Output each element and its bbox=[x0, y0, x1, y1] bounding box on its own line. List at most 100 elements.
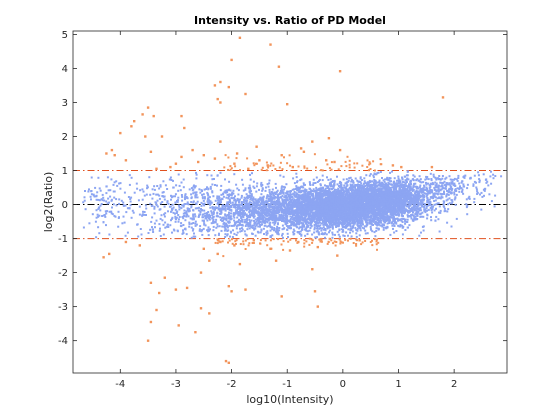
data-point-non-significant bbox=[329, 226, 332, 229]
data-point-non-significant bbox=[354, 188, 357, 191]
data-point-non-significant bbox=[274, 182, 277, 185]
data-point-non-significant bbox=[333, 189, 336, 192]
data-point-non-significant bbox=[336, 190, 339, 193]
data-point-non-significant bbox=[265, 197, 268, 200]
data-point-non-significant bbox=[417, 210, 420, 213]
data-point-non-significant bbox=[320, 200, 323, 203]
data-point-non-significant bbox=[353, 186, 356, 189]
data-point-non-significant bbox=[283, 188, 285, 191]
data-point-non-significant bbox=[347, 208, 349, 211]
data-point-non-significant bbox=[343, 235, 346, 237]
data-point-non-significant bbox=[393, 221, 396, 224]
data-point-non-significant bbox=[371, 220, 374, 223]
data-point-non-significant bbox=[422, 225, 425, 228]
data-point-non-significant bbox=[328, 201, 331, 204]
data-point-non-significant bbox=[363, 217, 365, 220]
data-point-non-significant bbox=[402, 209, 405, 212]
data-point-non-significant bbox=[356, 209, 359, 212]
data-point-non-significant bbox=[351, 183, 354, 186]
data-point-non-significant bbox=[307, 193, 310, 196]
data-point-non-significant bbox=[433, 200, 436, 202]
data-point-non-significant bbox=[380, 219, 383, 222]
data-point-non-significant bbox=[284, 213, 287, 216]
data-point-non-significant bbox=[361, 214, 363, 217]
data-point-non-significant bbox=[345, 220, 348, 223]
data-point-non-significant bbox=[348, 186, 351, 189]
data-point-non-significant bbox=[401, 217, 404, 220]
data-point-non-significant bbox=[420, 187, 423, 190]
data-point-non-significant bbox=[403, 206, 406, 209]
data-point-non-significant bbox=[325, 212, 328, 215]
data-point-non-significant bbox=[333, 211, 336, 214]
data-point-non-significant bbox=[315, 196, 318, 199]
data-point-non-significant bbox=[315, 218, 318, 221]
data-point-non-significant bbox=[324, 200, 327, 203]
data-point-non-significant bbox=[299, 230, 302, 233]
data-point-non-significant bbox=[354, 184, 357, 186]
data-point-non-significant bbox=[335, 219, 338, 222]
data-point-non-significant bbox=[423, 192, 426, 195]
data-point-non-significant bbox=[331, 188, 333, 190]
data-point-non-significant bbox=[230, 204, 232, 207]
data-point-non-significant bbox=[428, 201, 431, 204]
data-point-non-significant bbox=[380, 213, 383, 216]
data-point-non-significant bbox=[376, 213, 379, 216]
data-point-non-significant bbox=[434, 219, 437, 222]
data-point-non-significant bbox=[328, 207, 331, 210]
data-point-non-significant bbox=[272, 209, 275, 212]
data-point-non-significant bbox=[385, 227, 388, 230]
data-point-non-significant bbox=[353, 205, 356, 208]
data-point-non-significant bbox=[366, 203, 369, 206]
data-point-non-significant bbox=[356, 229, 359, 232]
data-point-non-significant bbox=[298, 226, 301, 229]
data-point-non-significant bbox=[351, 221, 354, 224]
data-point-non-significant bbox=[277, 233, 280, 236]
data-point-non-significant bbox=[419, 215, 422, 218]
data-point-non-significant bbox=[425, 192, 428, 195]
data-point-non-significant bbox=[429, 207, 432, 209]
data-point-non-significant bbox=[404, 182, 407, 185]
data-point-non-significant bbox=[374, 212, 377, 215]
data-point-non-significant bbox=[285, 220, 288, 223]
data-point-non-significant bbox=[386, 222, 389, 225]
data-point-non-significant bbox=[340, 219, 343, 221]
data-point-non-significant bbox=[303, 204, 306, 206]
data-point-non-significant bbox=[327, 194, 330, 197]
data-point-non-significant bbox=[279, 174, 282, 177]
data-point-non-significant bbox=[305, 200, 308, 203]
data-point-non-significant bbox=[349, 231, 351, 234]
data-point-non-significant bbox=[311, 219, 314, 221]
data-point-non-significant bbox=[359, 223, 362, 226]
data-point-non-significant bbox=[386, 217, 389, 220]
data-point-non-significant bbox=[325, 199, 328, 202]
data-point-non-significant bbox=[364, 229, 367, 232]
data-point-non-significant bbox=[435, 215, 438, 218]
data-point-non-significant bbox=[344, 208, 347, 211]
data-point-non-significant bbox=[331, 227, 334, 230]
data-point-non-significant bbox=[295, 185, 298, 188]
data-point-non-significant bbox=[336, 211, 339, 214]
data-point-non-significant bbox=[291, 206, 294, 209]
data-point-non-significant bbox=[393, 213, 396, 216]
data-point-non-significant bbox=[386, 185, 389, 188]
data-point-non-significant bbox=[313, 227, 316, 229]
data-point-non-significant bbox=[416, 211, 419, 214]
data-point-non-significant bbox=[249, 198, 252, 201]
data-point-non-significant bbox=[343, 195, 346, 198]
data-point-non-significant bbox=[407, 170, 409, 173]
data-point-non-significant bbox=[328, 196, 331, 199]
data-point-non-significant bbox=[293, 193, 296, 196]
data-point-non-significant bbox=[336, 175, 338, 178]
data-point-non-significant bbox=[306, 193, 309, 196]
data-point-non-significant bbox=[383, 180, 386, 183]
data-point-non-significant bbox=[352, 186, 355, 188]
data-point-non-significant bbox=[303, 207, 306, 210]
data-point-non-significant bbox=[353, 204, 356, 207]
data-point-non-significant bbox=[319, 205, 322, 208]
data-point-non-significant bbox=[367, 206, 369, 209]
data-point-non-significant bbox=[450, 225, 453, 228]
data-point-non-significant bbox=[337, 223, 340, 226]
data-point-non-significant bbox=[325, 203, 327, 206]
data-point-non-significant bbox=[430, 219, 433, 222]
data-point-non-significant bbox=[293, 209, 296, 212]
